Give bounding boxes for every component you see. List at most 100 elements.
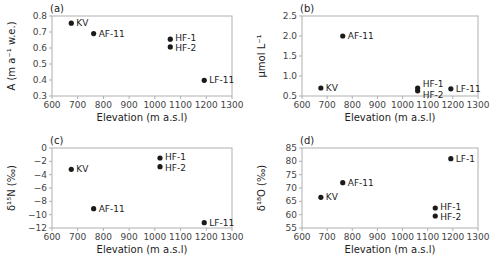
y-tick [299, 174, 302, 175]
point-label: LF-1 [456, 154, 475, 164]
plot-frame [302, 148, 478, 228]
x-tick-label: 1300 [467, 100, 490, 110]
point [168, 44, 173, 49]
y-tick-label: 85 [286, 143, 297, 153]
y-tick-label: 65 [286, 196, 297, 206]
x-tick-label: 1200 [195, 100, 218, 110]
x-tick-label: 1200 [195, 232, 218, 242]
x-tick [103, 228, 104, 231]
y-tick-label: 0.5 [283, 91, 297, 101]
point-label: HF-2 [165, 163, 186, 173]
y-tick-label: 80 [286, 156, 298, 166]
points [69, 21, 207, 83]
x-tick-label: 600 [293, 232, 310, 242]
point [91, 206, 96, 211]
point-label: LF-11 [456, 84, 481, 94]
x-axis-label: Elevation (m a.s.l) [345, 112, 436, 123]
point [318, 85, 323, 90]
x-tick-label: 1300 [467, 232, 490, 242]
x-tick [327, 228, 328, 231]
x-tick [206, 228, 207, 231]
point [168, 37, 173, 42]
panel-title: (b) [300, 3, 314, 14]
figure: 60070080090010001100120013000.30.40.50.6… [0, 0, 500, 265]
point-label: AF-11 [99, 204, 125, 214]
point-label: KV [326, 83, 339, 93]
y-tick [49, 148, 52, 149]
x-tick-label: 1000 [143, 100, 166, 110]
y-tick-label: 60 [286, 210, 298, 220]
point-label: AF-11 [99, 29, 125, 39]
panel-title: (a) [50, 3, 64, 14]
point [202, 220, 207, 225]
x-tick-label: 1100 [169, 100, 192, 110]
point [69, 21, 74, 26]
y-tick [49, 174, 52, 175]
x-tick [103, 96, 104, 99]
y-tick [299, 228, 302, 229]
x-tick [327, 96, 328, 99]
point [340, 180, 345, 185]
x-tick [452, 228, 453, 231]
y-axis-label: µmol L⁻¹ [256, 34, 267, 77]
y-tick [49, 228, 52, 229]
y-tick [49, 80, 52, 81]
x-tick [478, 228, 479, 231]
y-tick [299, 161, 302, 162]
y-tick-label: −12 [28, 223, 47, 233]
x-tick [232, 96, 233, 99]
y-axis-label: A (m a⁻¹ w.e.) [6, 21, 17, 90]
point-label: AF-11 [348, 31, 374, 41]
x-tick-label: 1100 [416, 232, 439, 242]
x-tick [232, 228, 233, 231]
x-tick [427, 228, 428, 231]
y-tick-label: 70 [286, 183, 298, 193]
y-tick [49, 201, 52, 202]
point [318, 195, 323, 200]
x-tick [206, 96, 207, 99]
y-tick [49, 16, 52, 17]
x-tick-label: 1000 [143, 232, 166, 242]
y-tick-label: −6 [34, 183, 48, 193]
y-tick-label: 0.7 [33, 27, 47, 37]
y-tick-label: −2 [34, 156, 47, 166]
y-tick [49, 32, 52, 33]
y-tick [49, 96, 52, 97]
x-tick [452, 96, 453, 99]
x-tick-label: 700 [319, 100, 336, 110]
panel: 60070080090010001100120013000.51.01.52.0… [256, 3, 490, 123]
y-tick [299, 16, 302, 17]
point [340, 33, 345, 38]
panel: 6007008009001000110012001300556065707580… [256, 135, 490, 255]
y-tick [49, 48, 52, 49]
point-label: HF-1 [423, 79, 444, 89]
y-tick [49, 188, 52, 189]
y-tick-label: 2.5 [283, 11, 297, 21]
x-tick [377, 96, 378, 99]
point-label: KV [326, 192, 339, 202]
x-tick [402, 228, 403, 231]
point [448, 86, 453, 91]
point-label: LF-11 [209, 75, 234, 85]
panel: 60070080090010001100120013000.30.40.50.6… [6, 3, 244, 123]
y-tick [299, 201, 302, 202]
y-tick [299, 36, 302, 37]
x-axis-label: Elevation (m a.s.l) [345, 244, 436, 255]
x-tick [77, 96, 78, 99]
x-tick-label: 1300 [221, 232, 244, 242]
point [448, 156, 453, 161]
y-tick-label: −8 [34, 196, 48, 206]
point-label: AF-11 [348, 178, 374, 188]
y-tick-label: −10 [28, 210, 47, 220]
panel: 60070080090010001100120013000−2−4−6−8−10… [6, 135, 244, 255]
x-tick-label: 800 [95, 232, 112, 242]
y-tick [299, 188, 302, 189]
y-axis-label: δ¹⁸O (‰) [256, 165, 267, 212]
x-tick-label: 800 [95, 100, 112, 110]
y-tick-label: 75 [286, 170, 297, 180]
y-tick-label: 55 [286, 223, 297, 233]
x-tick [478, 96, 479, 99]
point [433, 213, 438, 218]
plot-frame [52, 16, 232, 96]
y-tick-label: 0.6 [33, 43, 48, 53]
